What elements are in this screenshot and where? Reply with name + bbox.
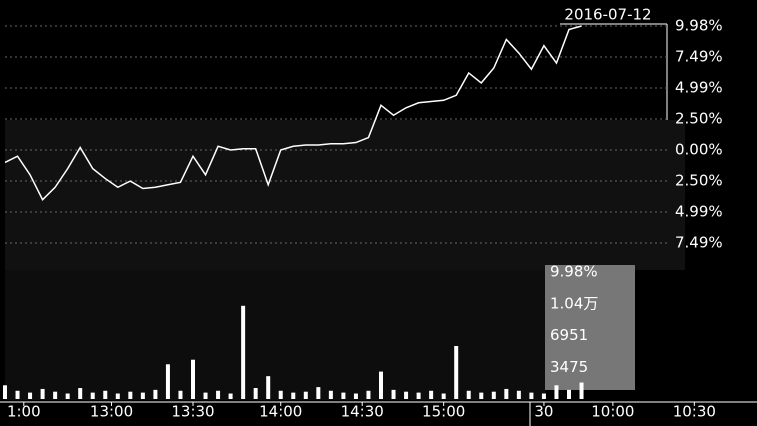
price-line <box>4 25 582 201</box>
volume-bar <box>253 388 258 399</box>
volume-bar <box>579 382 584 399</box>
volume-bar <box>178 390 183 399</box>
volume-bar <box>541 393 546 399</box>
volume-bar <box>353 393 358 399</box>
volume-bar <box>191 359 195 399</box>
volume-bar <box>504 388 509 399</box>
volume-bar <box>241 305 246 399</box>
volume-bar <box>316 387 321 399</box>
volume-bar <box>429 390 434 399</box>
x-tick-label: 30 <box>534 403 553 421</box>
volume-bar <box>15 390 20 399</box>
x-tick-label: 14:30 <box>341 403 384 421</box>
volume-bar <box>291 392 296 399</box>
glitch-band <box>5 120 685 270</box>
volume-bar <box>416 392 421 399</box>
x-tick-label: 14:00 <box>259 403 302 421</box>
volume-bar <box>278 390 283 399</box>
volume-bar <box>3 385 7 399</box>
volume-bar <box>341 392 346 399</box>
x-tick-label: 13:30 <box>171 403 214 421</box>
volume-bar <box>303 391 308 399</box>
y-tick-label: 0.00% <box>675 141 723 159</box>
y-tick-label: 2.50% <box>675 109 723 127</box>
x-tick-label: 10:00 <box>591 403 634 421</box>
y-tick-label: 6951 <box>550 326 588 344</box>
x-tick-label: 15:00 <box>422 403 465 421</box>
volume-bar <box>454 346 459 399</box>
volume-bar <box>328 390 333 399</box>
volume-bar <box>404 391 409 399</box>
volume-bar <box>165 364 170 399</box>
volume-bar <box>40 388 45 399</box>
volume-bar <box>266 376 271 399</box>
volume-bar <box>65 393 70 399</box>
volume-bar <box>529 392 534 399</box>
y-tick-label: 9.98% <box>550 263 598 281</box>
x-tick-label: 13:00 <box>90 403 133 421</box>
volume-bar <box>115 393 120 399</box>
volume-bar <box>567 389 571 399</box>
y-tick-label: 7.49% <box>675 234 723 252</box>
volume-bar <box>441 393 446 399</box>
volume-bar <box>128 391 133 399</box>
y-tick-label: 4.99% <box>675 79 723 97</box>
volume-bar <box>379 371 383 399</box>
glitch-block <box>545 265 635 390</box>
x-tick-label: 10:30 <box>673 403 716 421</box>
volume-bar <box>479 392 484 399</box>
volume-bar <box>103 390 108 399</box>
volume-bar <box>78 388 83 399</box>
volume-bar <box>516 390 521 399</box>
volume-panel <box>5 270 545 400</box>
volume-bar <box>216 390 221 399</box>
y-tick-label: 2.50% <box>675 172 723 190</box>
volume-bar <box>90 392 95 399</box>
x-tick-label: 1:00 <box>7 403 41 421</box>
y-tick-label: 1.04万 <box>550 294 598 312</box>
volume-bar <box>491 391 496 399</box>
volume-bar <box>153 389 158 399</box>
y-tick-label: 4.99% <box>675 203 723 221</box>
y-tick-label: 3475 <box>550 358 588 376</box>
volume-bar <box>203 392 208 399</box>
chart-title: 2016-07-12 <box>564 6 651 24</box>
volume-bar <box>554 385 559 399</box>
volume-bar <box>366 390 371 399</box>
volume-bar <box>391 389 396 399</box>
volume-bar <box>140 392 145 399</box>
volume-bar <box>466 390 471 399</box>
volume-bar <box>53 391 58 399</box>
y-tick-label: 7.49% <box>675 47 723 65</box>
volume-bar <box>28 392 33 399</box>
y-tick-label: 9.98% <box>675 17 723 35</box>
volume-bar <box>228 393 233 399</box>
